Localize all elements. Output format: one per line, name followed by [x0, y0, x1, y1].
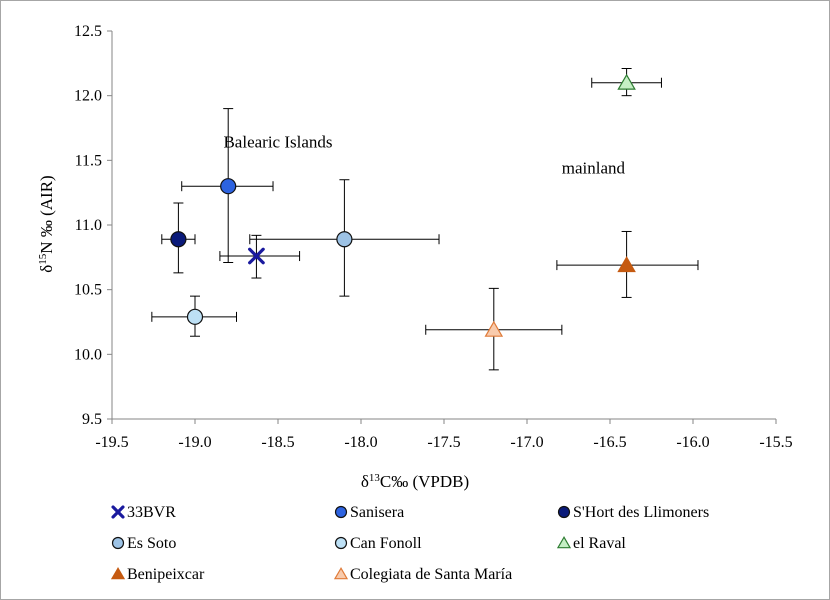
- legend-marker: [334, 536, 348, 550]
- y-axis-title: δ15N ‰ (AIR): [37, 175, 56, 272]
- data-point: [220, 178, 237, 195]
- x-tick-label: -19.5: [95, 434, 128, 451]
- annotations: Balearic Islands mainland: [223, 132, 625, 177]
- data-points: [151, 68, 699, 371]
- legend-label: Benipeixcar: [127, 566, 205, 583]
- x-marker-stroke: [111, 505, 125, 519]
- legend-item: Es Soto: [111, 535, 176, 552]
- data-point: [186, 308, 204, 325]
- data-point: [617, 73, 636, 90]
- data-point: [170, 231, 187, 248]
- x-tick-label: -17.5: [427, 434, 460, 451]
- x-tick-label: -19.0: [178, 434, 211, 451]
- data-point: [617, 256, 636, 273]
- x-tick-label: -16.0: [676, 434, 709, 451]
- y-tick-label: 12.5: [74, 23, 102, 40]
- legend-marker: [111, 536, 125, 550]
- data-point: [248, 247, 265, 265]
- legend-item: Can Fonoll: [334, 535, 422, 552]
- y-tick-label: 12.0: [74, 88, 102, 105]
- legend-item: Colegiata de Santa María: [333, 566, 512, 583]
- legend-marker: [556, 536, 572, 549]
- data-point: [484, 320, 504, 337]
- legend-marker: [557, 505, 571, 519]
- series-33bvr: [219, 234, 301, 279]
- legend-marker: [111, 505, 125, 519]
- legend-label: el Raval: [573, 535, 626, 552]
- series-colegiata-de-santa-mar-a: [425, 287, 563, 371]
- legend-marker: [334, 505, 348, 519]
- legend-item: Benipeixcar: [110, 566, 205, 583]
- x-axis-title: δ13C‰ (VPDB): [361, 472, 469, 491]
- series-el-raval: [591, 68, 662, 97]
- annotation-label: Balearic Islands: [223, 132, 332, 151]
- legend-item: Sanisera: [334, 504, 404, 521]
- series-benipeixcar: [556, 230, 699, 298]
- series-can-fonoll: [151, 295, 237, 337]
- legend-marker: [333, 567, 349, 580]
- series-s-hort-des-llimoners: [161, 202, 196, 274]
- legend-label: S'Hort des Llimoners: [573, 504, 709, 521]
- x-tick-label: -16.5: [593, 434, 626, 451]
- legend-label: Es Soto: [127, 535, 176, 552]
- legend-label: Sanisera: [350, 504, 404, 521]
- y-tick-label: 9.5: [82, 411, 102, 428]
- axes: 9.5 10.0 10.5 11.0 11.5 12.0 12.5 -19.5 -19.0 -18…: [74, 23, 793, 451]
- legend-label: Can Fonoll: [350, 535, 422, 552]
- legend-item: 33BVR: [111, 504, 176, 521]
- legend-item: el Raval: [556, 535, 626, 552]
- x-tick-label: -17.0: [510, 434, 543, 451]
- x-tick-label: -18.0: [344, 434, 377, 451]
- x-marker-stroke: [248, 247, 265, 265]
- series-es-soto: [249, 179, 440, 297]
- y-tick-label: 10.5: [74, 282, 102, 299]
- annotation-label: mainland: [562, 158, 626, 177]
- legend-label: 33BVR: [127, 504, 176, 521]
- series-sanisera: [181, 108, 274, 264]
- legend-marker: [110, 567, 126, 580]
- y-tick-label: 11.5: [75, 152, 102, 169]
- legend-label: Colegiata de Santa María: [350, 566, 512, 583]
- legend: 33BVR Sanisera S'Hort des Llimoners Es Soto…: [110, 504, 709, 583]
- x-tick-label: -15.5: [759, 434, 792, 451]
- data-point: [336, 231, 353, 248]
- x-tick-label: -18.5: [261, 434, 294, 451]
- legend-item: S'Hort des Llimoners: [557, 504, 709, 521]
- y-tick-label: 10.0: [74, 346, 102, 363]
- y-tick-label: 11.0: [75, 217, 102, 234]
